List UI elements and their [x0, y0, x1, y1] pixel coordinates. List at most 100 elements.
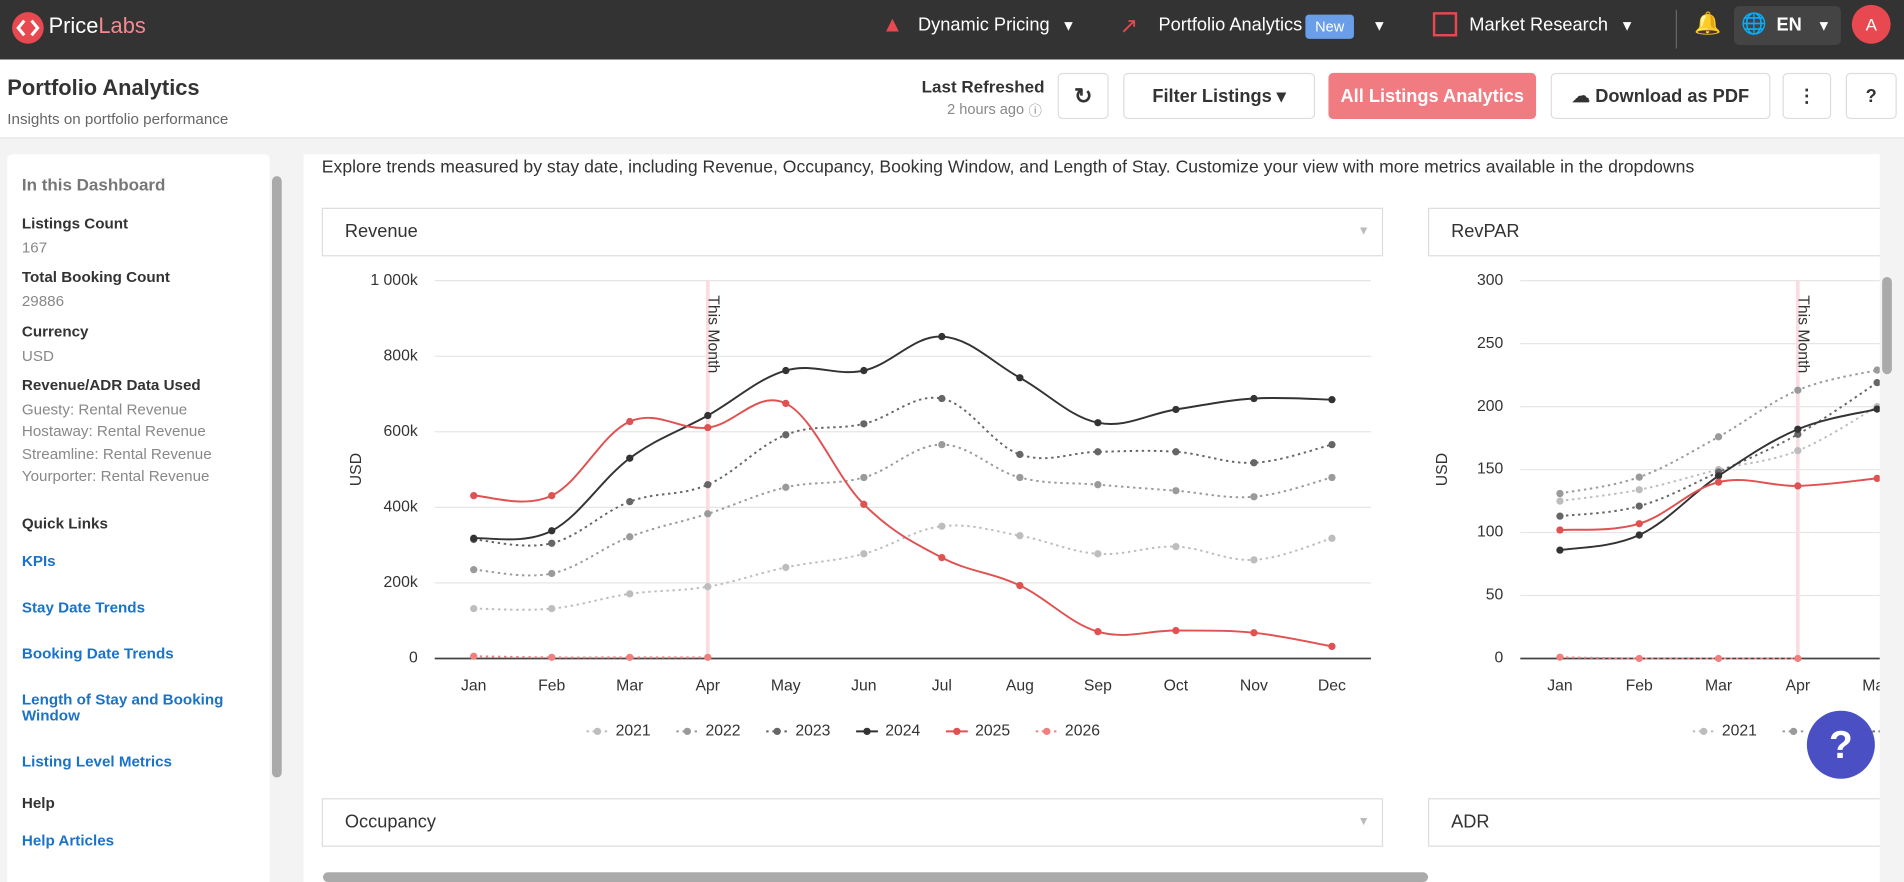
bell[interactable]: 🔔 — [1693, 10, 1722, 36]
data-point — [938, 522, 946, 530]
series-line — [473, 524, 1333, 611]
data-point — [938, 553, 946, 562]
sources-label: Revenue/ADR Data Used — [21, 376, 201, 394]
x-tick-label: Mar — [616, 678, 643, 695]
x-tick-label: Dec — [1318, 678, 1346, 695]
data-point — [1794, 482, 1802, 490]
data-point — [860, 420, 868, 428]
quick-link[interactable]: Stay Date Trends — [21, 598, 146, 616]
legend-label: 2025 — [975, 723, 1010, 740]
quick-link[interactable]: KPIs — [21, 552, 56, 570]
data-point — [626, 454, 634, 462]
data-point — [1172, 487, 1180, 495]
data-point — [1635, 473, 1643, 481]
icon: 🌐 — [1741, 12, 1768, 36]
data-point — [1635, 520, 1643, 528]
lang-select[interactable] — [1734, 6, 1841, 45]
refresh-button[interactable]: ↻ — [1057, 72, 1109, 120]
caret: ▼ — [1816, 17, 1832, 35]
data-point — [1794, 386, 1802, 394]
data-point — [1172, 542, 1180, 551]
data-point — [470, 491, 478, 500]
data-point — [548, 569, 556, 578]
revenue-chart: 0 200k 400k 600k 800k 1 000k USD Jan Feb Mar Apr Ma… — [348, 272, 1371, 740]
y-tick-label: 600k — [384, 423, 418, 440]
quick-links-label: Quick Links — [21, 515, 108, 533]
page-header: Portfolio Analytics Insights on portfoli… — [0, 59, 1904, 139]
data-point — [782, 483, 790, 491]
caret: ▼ — [1357, 224, 1370, 239]
x-tick-label: May — [1862, 678, 1880, 695]
series-line — [1559, 381, 1878, 518]
metric-select[interactable]: RevPAR — [1428, 207, 1880, 257]
quick-link[interactable]: Length of Stay and Booking Window — [21, 691, 224, 725]
data-point — [548, 491, 556, 500]
avatar[interactable]: A — [1851, 4, 1891, 44]
data-point — [1328, 642, 1336, 651]
legend-dot — [1700, 727, 1708, 736]
fact-value: USD — [21, 347, 54, 365]
badge: New — [1305, 14, 1354, 39]
data-point — [626, 498, 634, 506]
scrollbar[interactable] — [1882, 276, 1892, 375]
metric-select[interactable]: Revenue — [321, 207, 1384, 257]
data-point — [1250, 629, 1258, 637]
filter-button[interactable]: Filter Listings ▾ — [1123, 72, 1316, 120]
x-tick-label: Jan — [461, 678, 486, 695]
help-button[interactable]: ? — [1806, 710, 1875, 779]
nav-item[interactable]: Dynamic Pricing — [918, 14, 1050, 36]
data-point — [1328, 440, 1336, 449]
data-point — [470, 652, 478, 660]
data-point — [1250, 493, 1258, 501]
nav-item[interactable]: Market Research — [1469, 14, 1608, 36]
help-icon-button[interactable]: ? — [1845, 72, 1897, 120]
x-tick-label: Apr — [696, 678, 721, 695]
metric-select[interactable]: Occupancy — [321, 798, 1384, 847]
scrollbar[interactable] — [272, 176, 282, 778]
y-tick-label: 200 — [1477, 398, 1504, 415]
data-point — [1794, 425, 1802, 433]
main-panel: Explore trends measured by stay date, in… — [303, 154, 1880, 882]
data-point — [704, 411, 712, 420]
data-point — [1556, 526, 1564, 534]
data-point — [1328, 534, 1336, 542]
data-point — [1794, 654, 1802, 663]
scrollbar[interactable] — [323, 872, 1429, 882]
data-point — [1094, 419, 1102, 427]
info-icon: ⓘ — [1028, 104, 1042, 120]
fact-value: 29886 — [21, 292, 65, 310]
nav-item[interactable]: Portfolio Analytics — [1158, 14, 1303, 36]
data-point — [1250, 556, 1258, 564]
divider — [1675, 9, 1677, 49]
data-point — [470, 534, 478, 542]
data-point — [548, 539, 556, 547]
data-point — [1328, 396, 1336, 404]
legend-dot — [773, 727, 781, 736]
data-point — [704, 510, 712, 518]
data-point — [1635, 531, 1643, 539]
brand-part: Price — [48, 13, 99, 38]
language: EN — [1776, 14, 1802, 36]
button-label: Download as PDF — [1595, 85, 1750, 107]
brand[interactable]: PriceLabs — [49, 13, 146, 39]
navbar: PriceLabs Dynamic Pricing ▲ ▼ Portfolio … — [0, 0, 1904, 60]
quick-link[interactable]: Booking Date Trends — [21, 645, 174, 663]
more-button[interactable]: ⋮ — [1782, 72, 1832, 120]
x-tick-label: Aug — [1006, 678, 1034, 695]
data-point — [1714, 654, 1723, 663]
data-point — [938, 332, 946, 341]
quick-link[interactable]: Listing Level Metrics — [21, 753, 173, 771]
y-axis-label: USD — [348, 453, 365, 486]
analytics-button[interactable]: All Listings Analytics — [1328, 72, 1537, 120]
help-link[interactable]: Help Articles — [21, 832, 115, 850]
pdf-button[interactable]: ☁ Download as PDF — [1550, 72, 1771, 120]
brand-part: Labs — [98, 13, 146, 38]
y-tick-label: 0 — [409, 650, 418, 667]
legend-dot — [683, 727, 691, 736]
x-tick-label: Jun — [851, 678, 876, 695]
data-point — [1016, 450, 1024, 459]
annotation: This Month — [704, 295, 721, 373]
legend-dot — [593, 727, 602, 736]
y-tick-label: 400k — [384, 499, 418, 516]
metric-select[interactable]: ADR — [1428, 798, 1880, 847]
